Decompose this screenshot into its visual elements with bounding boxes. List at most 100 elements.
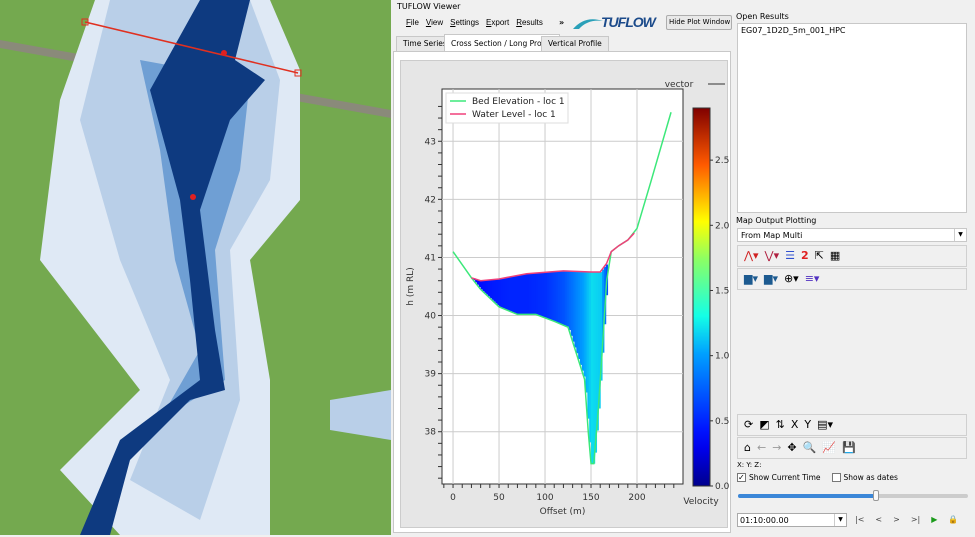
velocity-cell xyxy=(484,280,487,293)
velocity-cell xyxy=(578,271,581,360)
y-axis-label: h (m RL) xyxy=(406,267,416,305)
hide-plot-window-button[interactable]: Hide Plot Window >> xyxy=(666,15,732,30)
colorbar-tick-label: 0.0 xyxy=(715,482,729,492)
y-axis-icon[interactable]: Y xyxy=(804,418,812,431)
menu-bar: File View Settings Export Results xyxy=(406,18,550,27)
colorbar-tick-label: 0.5 xyxy=(715,417,729,427)
y-tick-label: 39 xyxy=(425,370,437,380)
open-results-list[interactable]: EG07_1D2D_5m_001_HPC xyxy=(737,23,967,213)
vertical-profile-icon[interactable]: ≡▾ xyxy=(804,272,820,285)
slider-handle[interactable] xyxy=(873,490,879,501)
x-axis-icon[interactable]: X xyxy=(790,418,799,431)
pan-icon[interactable]: ✥ xyxy=(787,441,797,454)
zoom-icon[interactable]: 🔍 xyxy=(802,441,817,454)
velocity-cell xyxy=(554,271,557,322)
play-icon[interactable]: ▶ xyxy=(931,515,938,524)
save-icon[interactable]: 💾 xyxy=(842,441,856,454)
previous-timestep-button[interactable]: < xyxy=(875,515,883,524)
tab-vertical-profile[interactable]: Vertical Profile xyxy=(541,36,609,51)
plot-area[interactable]: 0 50 100 150 200 38 39 40 41 42 43 Offset (m) h (m R… xyxy=(400,60,730,528)
y-tick-label: 40 xyxy=(425,312,437,322)
show-as-dates-checkbox[interactable] xyxy=(831,473,841,482)
show-current-time-checkbox[interactable]: ✓ xyxy=(737,473,746,482)
y-tick-label: 42 xyxy=(425,195,436,205)
cross-section-chart: 0 50 100 150 200 38 39 40 41 42 43 Offset (m) h (m R… xyxy=(406,80,730,517)
home-icon[interactable]: ⌂ xyxy=(744,441,751,454)
velocity-cell xyxy=(585,271,588,393)
freeze-icon[interactable]: ◩ xyxy=(759,418,770,431)
velocity-cell xyxy=(499,278,502,307)
next-timestep-button[interactable]: > xyxy=(893,515,900,524)
y-tick-label: 43 xyxy=(425,137,436,147)
axis-swap-icon[interactable]: ⇅ xyxy=(775,418,785,431)
curtain-plot-icon[interactable]: ▆▾ xyxy=(744,272,758,285)
vector-icon[interactable]: ⊕▾ xyxy=(783,272,799,285)
flux-icon[interactable]: ☰ xyxy=(785,249,795,262)
velocity-cell xyxy=(602,269,605,353)
chevron-down-icon[interactable]: ▼ xyxy=(954,229,966,241)
plot-options-toolbar: ⟳ ◩ ⇅ X Y ▤▾ xyxy=(737,414,967,436)
menu-export[interactable]: Export xyxy=(486,18,510,27)
configure-icon[interactable]: 📈 xyxy=(822,441,837,454)
menu-file[interactable]: File xyxy=(406,18,419,27)
velocity-cell xyxy=(581,271,585,371)
velocity-cell xyxy=(528,273,531,315)
refresh-icon[interactable]: ⟳ xyxy=(744,418,754,431)
colorbar-tick-label: 1.5 xyxy=(715,286,729,296)
secondary-axis-icon[interactable]: 2 xyxy=(800,249,809,262)
back-icon[interactable]: ← xyxy=(756,441,767,454)
velocity-cell xyxy=(482,280,485,292)
velocity-cell xyxy=(476,279,480,285)
velocity-cell xyxy=(510,276,513,312)
velocity-cell xyxy=(598,271,601,409)
velocity-cell xyxy=(511,276,515,313)
menu-settings[interactable]: Settings xyxy=(450,18,480,27)
table-icon[interactable]: ▦ xyxy=(829,249,841,262)
velocity-cell xyxy=(497,279,500,306)
x-axis-label: Offset (m) xyxy=(540,507,586,517)
x-tick-label: 100 xyxy=(536,493,553,503)
curtain-section-icon[interactable]: ▆▾ xyxy=(763,272,778,285)
tuflow-logo: TUFLOW xyxy=(573,13,663,31)
chevron-down-icon[interactable]: ▼ xyxy=(834,514,846,526)
colorbar-tick-label: 2.5 xyxy=(715,156,729,166)
open-results-label: Open Results xyxy=(736,12,789,21)
velocity-cell xyxy=(513,276,517,313)
colorbar-label: Velocity xyxy=(683,497,719,507)
velocity-cell xyxy=(568,271,572,331)
select-features-icon[interactable]: ⇱ xyxy=(814,249,824,262)
legend-options-icon[interactable]: ▤▾ xyxy=(817,418,834,431)
forward-icon[interactable]: → xyxy=(772,441,782,454)
menu-overflow[interactable]: » xyxy=(559,18,565,27)
first-timestep-button[interactable]: |< xyxy=(855,515,865,524)
menu-results[interactable]: Results xyxy=(516,18,543,27)
time-select[interactable]: 01:10:00.00 ▼ xyxy=(737,513,847,527)
y-tick-label: 38 xyxy=(425,428,437,438)
plot-type-toolbar: ⋀▾ ⋁▾ ☰ 2 ⇱ ▦ xyxy=(737,245,967,267)
menu-view[interactable]: View xyxy=(425,18,444,27)
colorbar xyxy=(692,107,711,487)
map-output-select[interactable]: From Map Multi ▼ xyxy=(737,228,967,242)
velocity-cell xyxy=(537,272,541,316)
water-level-line xyxy=(471,232,635,282)
x-tick-label: 150 xyxy=(582,493,599,503)
result-item[interactable]: EG07_1D2D_5m_001_HPC xyxy=(741,26,846,35)
map-canvas[interactable] xyxy=(0,0,391,535)
last-timestep-button[interactable]: >| xyxy=(910,515,921,524)
velocity-cell xyxy=(548,271,552,320)
cross-section-plot-icon[interactable]: ⋁▾ xyxy=(764,249,780,262)
vector-label: vector xyxy=(665,80,694,90)
lock-icon[interactable]: 🔒 xyxy=(948,515,959,524)
velocity-cell xyxy=(545,272,548,318)
velocity-cell xyxy=(579,271,583,365)
time-slider[interactable] xyxy=(738,490,968,501)
cross-section-line xyxy=(84,21,299,74)
timeseries-plot-icon[interactable]: ⋀▾ xyxy=(744,249,759,262)
velocity-cell xyxy=(543,272,546,318)
velocity-cell xyxy=(592,271,596,464)
velocity-cell xyxy=(480,280,483,290)
velocity-cell xyxy=(486,280,489,295)
velocity-cell xyxy=(600,271,603,381)
velocity-cell xyxy=(526,273,529,315)
velocity-cell xyxy=(563,270,566,326)
